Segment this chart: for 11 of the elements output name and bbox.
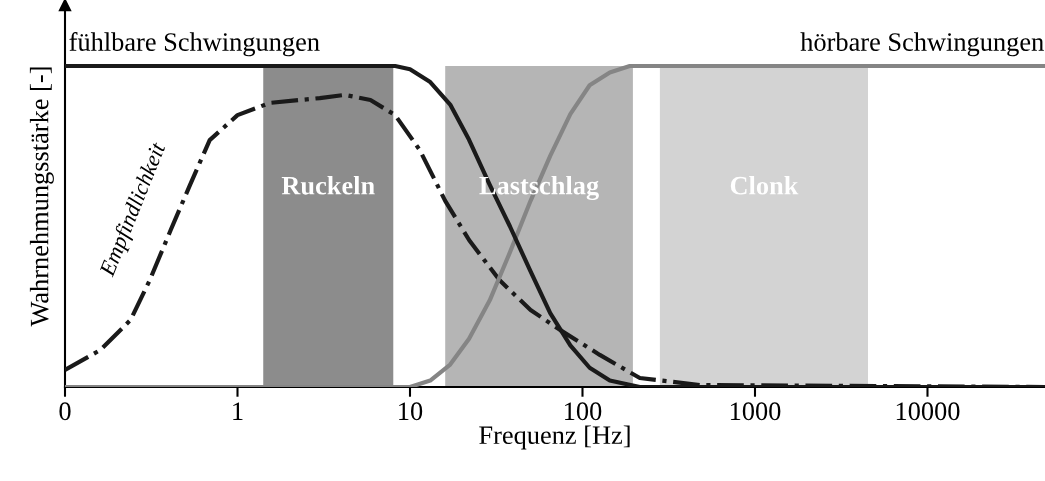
x-tick-label: 0	[59, 402, 71, 421]
x-tick-label: 100	[565, 402, 602, 421]
band-label: Ruckeln	[281, 176, 375, 195]
series-label: fühlbare Schwingungen	[69, 32, 320, 57]
x-tick-label: 1000	[730, 402, 781, 421]
series-label: hörbare Schwingungen	[800, 32, 1044, 57]
y-axis-title: Wahrnehmungsstärke [-]	[29, 67, 54, 327]
x-tick-label: 10000	[896, 402, 960, 421]
x-tick-label: 1	[233, 402, 243, 420]
x-axis-title: Frequenz [Hz]	[479, 425, 630, 450]
x-tick-label: 10	[399, 402, 423, 421]
